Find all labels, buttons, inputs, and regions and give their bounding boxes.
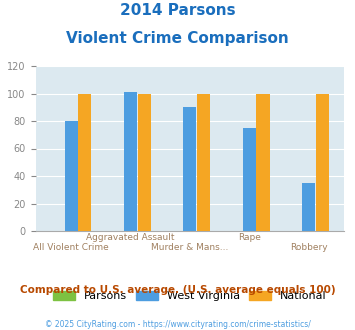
Bar xyxy=(124,92,137,231)
Text: 2014 Parsons: 2014 Parsons xyxy=(120,3,235,18)
Text: Rape: Rape xyxy=(238,233,261,242)
Text: © 2025 CityRating.com - https://www.cityrating.com/crime-statistics/: © 2025 CityRating.com - https://www.city… xyxy=(45,320,310,329)
Text: Robbery: Robbery xyxy=(290,243,328,251)
Text: All Violent Crime: All Violent Crime xyxy=(33,243,109,251)
Bar xyxy=(197,93,210,231)
Text: Compared to U.S. average. (U.S. average equals 100): Compared to U.S. average. (U.S. average … xyxy=(20,285,335,295)
Bar xyxy=(184,107,196,231)
Text: Violent Crime Comparison: Violent Crime Comparison xyxy=(66,31,289,46)
Bar xyxy=(256,93,269,231)
Text: Murder & Mans...: Murder & Mans... xyxy=(151,243,229,251)
Bar xyxy=(302,183,315,231)
Bar xyxy=(78,93,91,231)
Bar xyxy=(243,128,256,231)
Bar xyxy=(138,93,151,231)
Bar xyxy=(65,121,78,231)
Legend: Parsons, West Virginia, National: Parsons, West Virginia, National xyxy=(49,286,331,306)
Bar xyxy=(316,93,329,231)
Text: Aggravated Assault: Aggravated Assault xyxy=(86,233,175,242)
